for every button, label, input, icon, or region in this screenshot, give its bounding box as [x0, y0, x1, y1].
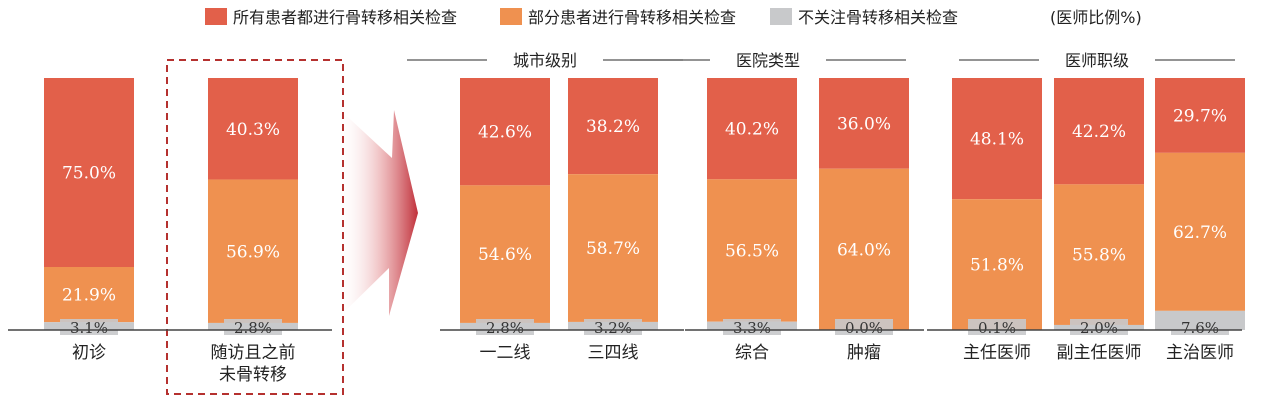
- data-label-some: 51.8%: [970, 255, 1024, 275]
- x-tick-label: 肿瘤: [847, 343, 881, 363]
- data-label-some: 54.6%: [478, 245, 532, 265]
- data-label-none: 2.8%: [486, 319, 524, 337]
- bar-segment-some: [819, 168, 909, 330]
- bar-segment-all: [819, 78, 909, 169]
- bar-segment-some: [1054, 184, 1144, 325]
- x-tick-label: 初诊: [72, 343, 106, 363]
- group-title: 城市级别: [513, 51, 577, 70]
- bar-segment-some: [568, 174, 658, 322]
- legend-swatch-all: [205, 8, 227, 25]
- x-tick-label: 随访且之前: [211, 343, 296, 363]
- data-label-some: 58.7%: [586, 239, 640, 259]
- legend-label-some: 部分患者进行骨转移相关检查: [528, 8, 736, 27]
- data-label-some: 64.0%: [837, 240, 891, 260]
- transition-arrow-icon: [338, 108, 418, 318]
- data-label-none: 7.6%: [1181, 319, 1219, 337]
- legend-label-none: 不关注骨转移相关检查: [798, 8, 958, 27]
- legend-label-all: 所有患者都进行骨转移相关检查: [233, 8, 457, 27]
- data-label-all: 36.0%: [837, 114, 891, 134]
- data-label-none-bg: [60, 319, 118, 335]
- bar-segment-all: [44, 78, 134, 267]
- data-label-some: 56.5%: [725, 241, 779, 261]
- x-tick-label: 未骨转移: [219, 365, 287, 385]
- x-tick-label: 综合: [735, 343, 769, 363]
- data-label-none: 2.8%: [234, 319, 272, 337]
- legend-swatch-none: [770, 8, 792, 25]
- data-label-all: 40.2%: [725, 120, 779, 140]
- bar-segment-some: [208, 179, 298, 323]
- x-tick-label: 副主任医师: [1057, 343, 1142, 363]
- x-tick-label: 主任医师: [963, 343, 1031, 363]
- bar-segment-all: [707, 78, 797, 180]
- bar-segment-all: [1054, 78, 1144, 185]
- bar-segment-some: [460, 185, 550, 323]
- data-label-none-bg: [723, 319, 781, 335]
- data-label-all: 75.0%: [62, 164, 116, 184]
- data-label-some: 55.8%: [1072, 246, 1126, 266]
- legend: 所有患者都进行骨转移相关检查 部分患者进行骨转移相关检查 不关注骨转移相关检查 …: [205, 8, 1142, 27]
- data-label-none-bg: [835, 319, 893, 335]
- bar-segment-all: [1155, 78, 1245, 153]
- data-label-all: 48.1%: [970, 130, 1024, 150]
- data-label-all: 29.7%: [1173, 106, 1227, 126]
- data-label-some: 56.9%: [226, 242, 280, 262]
- data-label-all: 42.6%: [478, 123, 532, 143]
- data-label-none-bg: [224, 319, 282, 335]
- bar-segment-some: [707, 179, 797, 322]
- x-tick-label: 一二线: [480, 343, 531, 363]
- data-label-none: 0.0%: [845, 319, 883, 337]
- data-label-none: 3.2%: [594, 319, 632, 337]
- data-label-none-bg: [1070, 319, 1128, 335]
- data-label-some: 62.7%: [1173, 223, 1227, 243]
- data-label-none: 2.0%: [1080, 319, 1118, 337]
- x-tick-label: 主治医师: [1166, 343, 1234, 363]
- data-label-none: 3.1%: [70, 319, 108, 337]
- data-label-none: 3.3%: [733, 319, 771, 337]
- data-label-none-bg: [476, 319, 534, 335]
- data-label-none-bg: [1171, 319, 1229, 335]
- legend-swatch-some: [500, 8, 522, 25]
- bar-segment-all: [208, 78, 298, 180]
- bar-segment-some: [1155, 152, 1245, 311]
- highlight-box: [166, 59, 344, 395]
- data-label-all: 42.2%: [1072, 122, 1126, 142]
- data-label-some: 21.9%: [62, 286, 116, 306]
- data-label-all: 38.2%: [586, 117, 640, 137]
- unit-note: (医师比例%): [1050, 8, 1142, 27]
- bar-segment-all: [568, 78, 658, 175]
- data-label-none-bg: [968, 319, 1026, 335]
- data-label-all: 40.3%: [226, 120, 280, 140]
- x-tick-label: 三四线: [588, 343, 639, 363]
- data-label-none: 0.1%: [978, 319, 1016, 337]
- bar-segment-some: [952, 199, 1042, 330]
- data-label-none-bg: [584, 319, 642, 335]
- bar-segment-all: [952, 78, 1042, 200]
- bar-segment-all: [460, 78, 550, 186]
- group-title: 医院类型: [736, 51, 800, 70]
- group-title: 医师职级: [1065, 51, 1129, 70]
- bar-segment-some: [44, 267, 134, 323]
